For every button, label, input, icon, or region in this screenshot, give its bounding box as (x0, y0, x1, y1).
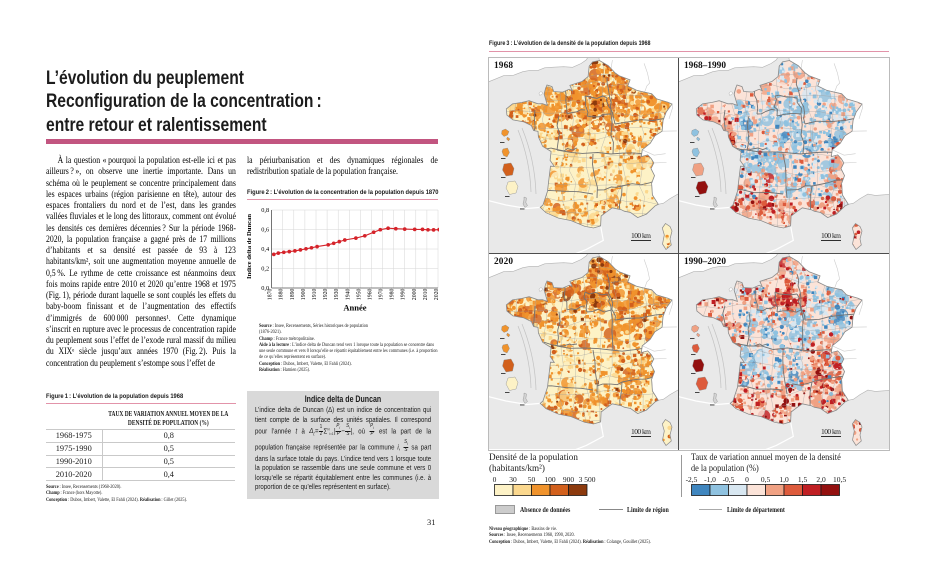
svg-text:1870: 1870 (268, 288, 274, 300)
svg-text:1910: 1910 (312, 288, 318, 300)
svg-text:0,0: 0,0 (261, 285, 269, 292)
svg-text:1970: 1970 (379, 288, 385, 300)
svg-text:2010: 2010 (423, 288, 429, 300)
svg-text:1968: 1968 (494, 61, 513, 71)
svg-text:0,8: 0,8 (261, 207, 269, 214)
svg-text:100 km: 100 km (631, 231, 651, 240)
svg-text:0,4: 0,4 (261, 246, 270, 253)
svg-text:0,2: 0,2 (261, 266, 269, 273)
svg-text:1930: 1930 (334, 288, 340, 300)
svg-text:1920: 1920 (323, 288, 329, 300)
svg-text:2000: 2000 (412, 288, 418, 300)
svg-text:1890: 1890 (290, 288, 296, 300)
svg-text:Année: Année (343, 303, 366, 313)
svg-text:Indice delta de Duncan: Indice delta de Duncan (247, 214, 253, 279)
svg-text:2020: 2020 (494, 257, 513, 267)
svg-text:1880: 1880 (279, 288, 285, 300)
svg-text:1900: 1900 (301, 288, 307, 300)
svg-text:1950: 1950 (356, 288, 362, 300)
svg-text:1980: 1980 (390, 288, 396, 300)
svg-text:1990: 1990 (401, 288, 407, 300)
svg-text:2020: 2020 (434, 288, 439, 300)
svg-text:1940: 1940 (345, 288, 351, 300)
svg-text:1968–1990: 1968–1990 (684, 61, 726, 71)
svg-text:1960: 1960 (367, 288, 373, 300)
svg-text:100 km: 100 km (821, 231, 841, 240)
svg-text:0,6: 0,6 (261, 227, 269, 234)
svg-text:100 km: 100 km (631, 427, 651, 436)
